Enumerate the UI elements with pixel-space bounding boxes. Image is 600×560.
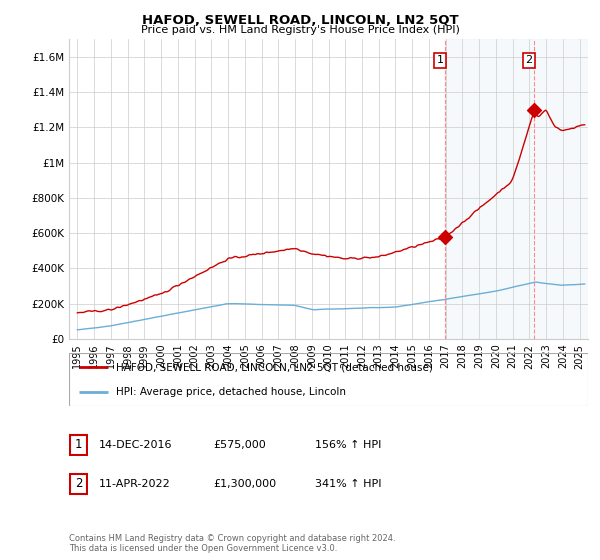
Text: £575,000: £575,000: [213, 440, 266, 450]
Text: Price paid vs. HM Land Registry's House Price Index (HPI): Price paid vs. HM Land Registry's House …: [140, 25, 460, 35]
Text: 11-APR-2022: 11-APR-2022: [99, 479, 171, 489]
Bar: [445, 39, 588, 339]
Bar: [70, 474, 87, 494]
Text: 1: 1: [436, 55, 443, 66]
Point: [440, 233, 449, 242]
Text: 2: 2: [526, 55, 532, 66]
Text: 341% ↑ HPI: 341% ↑ HPI: [315, 479, 382, 489]
Text: 1: 1: [75, 438, 82, 451]
Text: £1,300,000: £1,300,000: [213, 479, 276, 489]
Text: HAFOD, SEWELL ROAD, LINCOLN, LN2 5QT: HAFOD, SEWELL ROAD, LINCOLN, LN2 5QT: [142, 14, 458, 27]
Text: Contains HM Land Registry data © Crown copyright and database right 2024.
This d: Contains HM Land Registry data © Crown c…: [69, 534, 395, 553]
Point: [529, 105, 539, 114]
Text: HAFOD, SEWELL ROAD, LINCOLN, LN2 5QT (detached house): HAFOD, SEWELL ROAD, LINCOLN, LN2 5QT (de…: [116, 362, 433, 372]
Text: 2: 2: [75, 477, 82, 491]
Text: 14-DEC-2016: 14-DEC-2016: [99, 440, 173, 450]
Text: 156% ↑ HPI: 156% ↑ HPI: [315, 440, 382, 450]
Bar: [70, 435, 87, 455]
Text: HPI: Average price, detached house, Lincoln: HPI: Average price, detached house, Linc…: [116, 386, 346, 396]
